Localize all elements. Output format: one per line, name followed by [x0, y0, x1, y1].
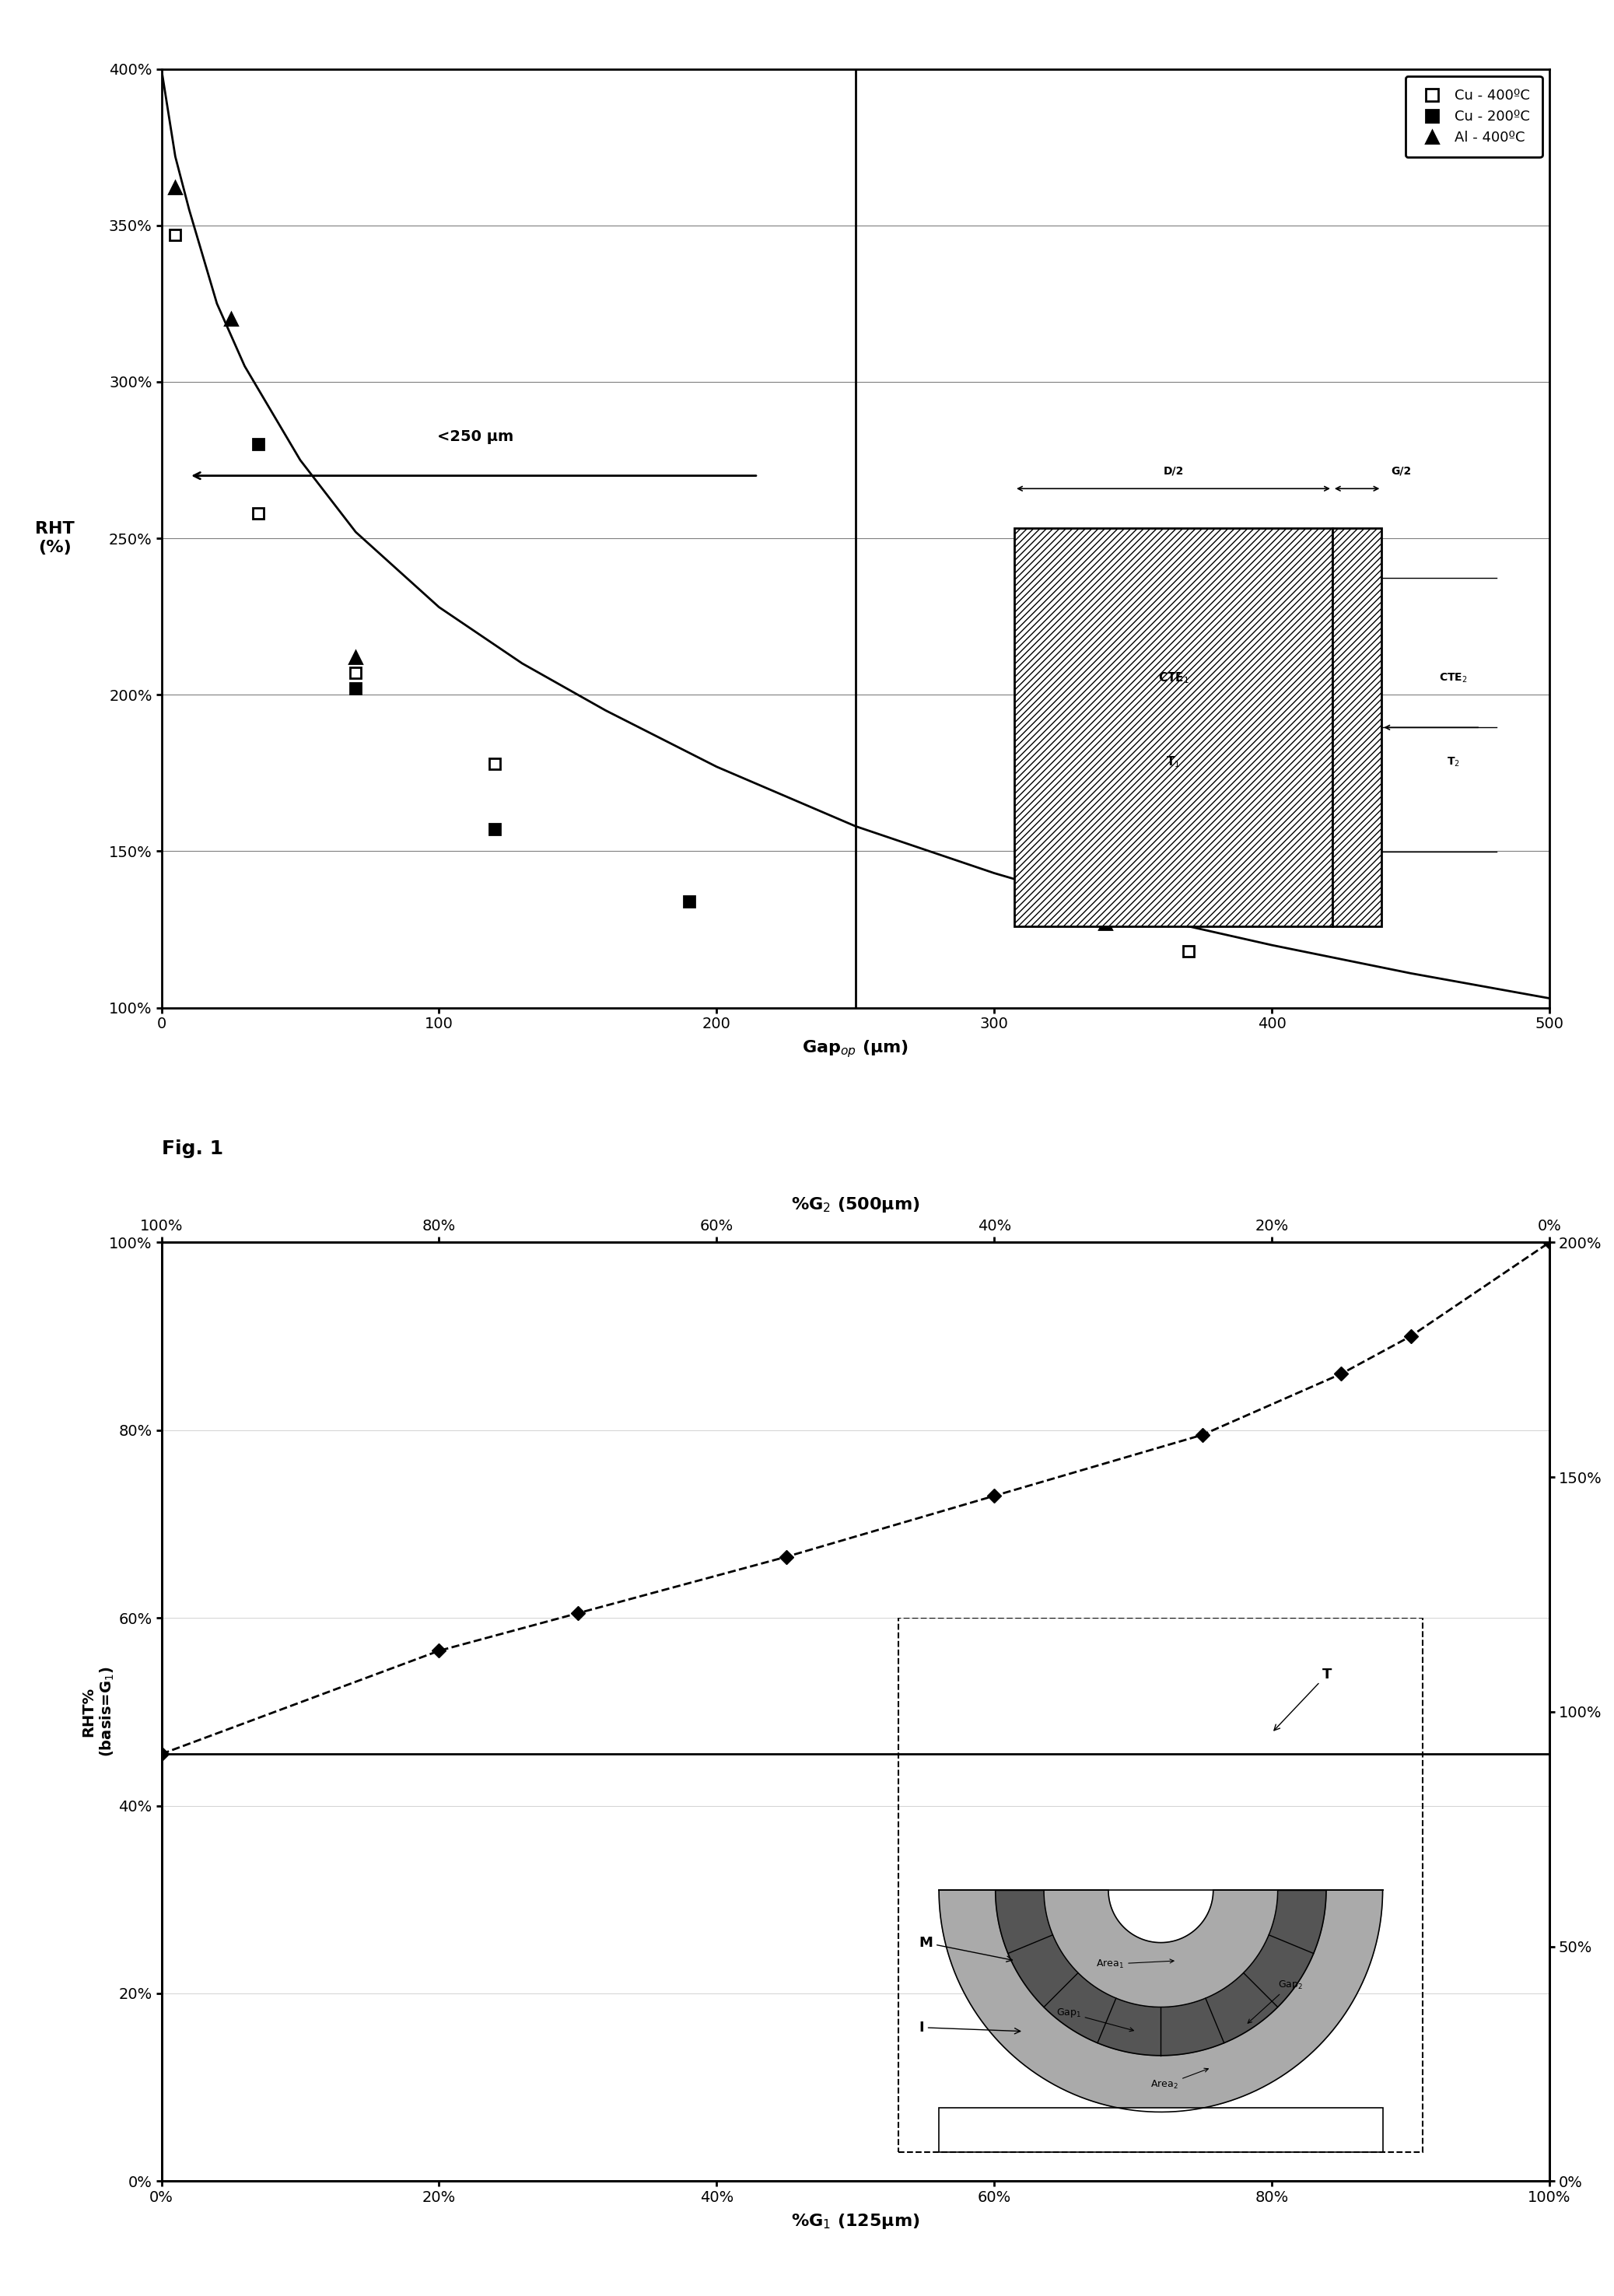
Text: <250 μm: <250 μm — [437, 429, 513, 445]
Legend: Cu - 400ºC, Cu - 200ºC, Al - 400ºC: Cu - 400ºC, Cu - 200ºC, Al - 400ºC — [1406, 76, 1543, 156]
Text: Fig. 1: Fig. 1 — [161, 1139, 223, 1157]
X-axis label: %G$_1$ (125μm): %G$_1$ (125μm) — [791, 2211, 920, 2229]
X-axis label: Gap$_{op}$ (μm): Gap$_{op}$ (μm) — [802, 1038, 909, 1058]
Y-axis label: RHT%
(basis=G$_1$): RHT% (basis=G$_1$) — [81, 1667, 116, 1756]
X-axis label: %G$_2$ (500μm): %G$_2$ (500μm) — [791, 1196, 920, 1215]
Y-axis label: RHT
(%): RHT (%) — [36, 521, 74, 556]
